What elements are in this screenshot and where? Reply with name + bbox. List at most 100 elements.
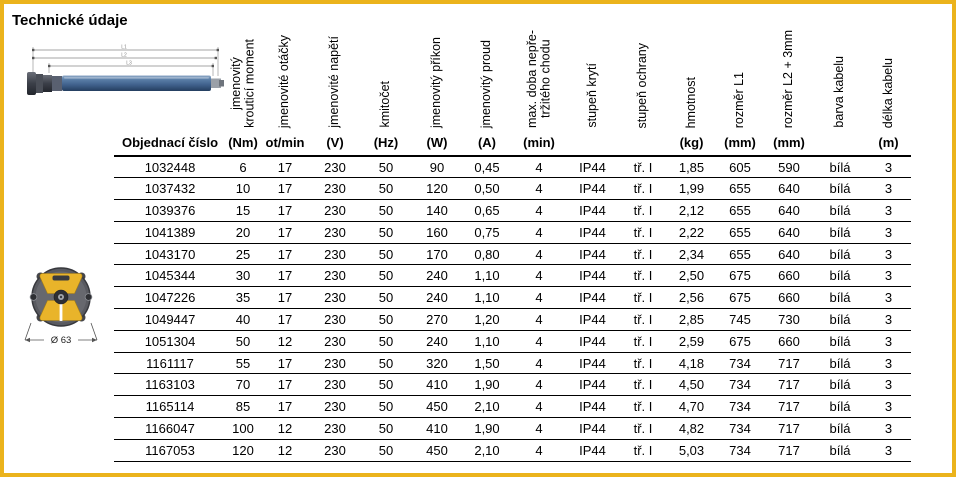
- value-cell: 35: [226, 286, 260, 310]
- value-cell: 640: [764, 199, 814, 222]
- value-cell: 25: [226, 243, 260, 266]
- column-header-label: barva kabelu: [832, 56, 847, 128]
- value-cell: IP44: [566, 330, 619, 353]
- order-number-cell: 1045344: [114, 264, 226, 288]
- value-cell: 4: [512, 264, 566, 288]
- value-cell: bílá: [814, 221, 866, 244]
- column-header: stupeň krytí: [566, 10, 619, 130]
- value-cell: 4: [512, 243, 566, 266]
- value-cell: 230: [310, 352, 360, 375]
- column-unit: [814, 130, 866, 157]
- value-cell: 4: [512, 286, 566, 310]
- value-cell: 4: [512, 308, 566, 331]
- value-cell: 2,10: [462, 395, 512, 419]
- table-row: 1167053 120 12 230 50 450 2,10 4 IP44 tř. I 5,03 73…: [114, 439, 911, 462]
- column-header-label: jmenovitý krouticí moment: [228, 39, 257, 128]
- value-cell: tř. I: [619, 373, 667, 397]
- value-cell: 717: [764, 352, 814, 375]
- value-cell: 450: [412, 439, 462, 462]
- column-header: jmenovitý proud: [462, 10, 512, 130]
- value-cell: bílá: [814, 243, 866, 266]
- value-cell: IP44: [566, 373, 619, 397]
- table-row: 1051304 50 12 230 50 240 1,10 4 IP44 tř. I 2,59 675…: [114, 330, 911, 353]
- value-cell: 3: [866, 264, 911, 288]
- value-cell: tř. I: [619, 243, 667, 266]
- table-row: 1039376 15 17 230 50 140 0,65 4 IP44 tř. I 2,12 655…: [114, 199, 911, 222]
- value-cell: 50: [360, 156, 412, 179]
- value-cell: 50: [360, 199, 412, 222]
- table-row: 1041389 20 17 230 50 160 0,75 4 IP44 tř. I 2,22 655…: [114, 221, 911, 244]
- value-cell: 3: [866, 330, 911, 353]
- value-cell: 4,18: [667, 352, 716, 375]
- value-cell: 85: [226, 395, 260, 419]
- value-cell: 1,85: [667, 156, 716, 179]
- value-cell: 4: [512, 199, 566, 222]
- order-number-cell: 1041389: [114, 221, 226, 244]
- order-number-cell: 1051304: [114, 330, 226, 353]
- value-cell: 3: [866, 199, 911, 222]
- value-cell: 655: [716, 243, 764, 266]
- value-cell: 230: [310, 308, 360, 331]
- column-header-label: rozměr L1: [732, 71, 747, 128]
- value-cell: IP44: [566, 243, 619, 266]
- value-cell: 120: [412, 177, 462, 201]
- value-cell: 120: [226, 439, 260, 462]
- value-cell: tř. I: [619, 156, 667, 179]
- value-cell: 675: [716, 264, 764, 288]
- value-cell: tř. I: [619, 395, 667, 419]
- column-header-label: jmenovitý příkon: [429, 36, 444, 128]
- value-cell: 160: [412, 221, 462, 244]
- order-column-spacer: [114, 10, 226, 130]
- value-cell: 1,50: [462, 352, 512, 375]
- value-cell: 410: [412, 417, 462, 440]
- value-cell: 50: [360, 221, 412, 244]
- value-cell: 3: [866, 395, 911, 419]
- value-cell: 640: [764, 243, 814, 266]
- value-cell: 1,10: [462, 264, 512, 288]
- order-column-header: Objednací číslo: [114, 130, 226, 157]
- table-row: 1166047 100 12 230 50 410 1,90 4 IP44 tř. I 4,82 73…: [114, 417, 911, 440]
- value-cell: bílá: [814, 395, 866, 419]
- value-cell: 90: [412, 156, 462, 179]
- value-cell: 270: [412, 308, 462, 331]
- value-cell: tř. I: [619, 221, 667, 244]
- value-cell: 230: [310, 330, 360, 353]
- value-cell: 230: [310, 439, 360, 462]
- value-cell: 17: [260, 373, 310, 397]
- value-cell: 50: [360, 417, 412, 440]
- value-cell: 17: [260, 199, 310, 222]
- value-cell: 605: [716, 156, 764, 179]
- value-cell: 2,56: [667, 286, 716, 310]
- value-cell: 70: [226, 373, 260, 397]
- value-cell: 12: [260, 417, 310, 440]
- value-cell: 660: [764, 264, 814, 288]
- value-cell: 745: [716, 308, 764, 331]
- table-body: 1032448 6 17 230 50 90 0,45 4 IP44 tř. I 1,85 605 59…: [114, 156, 911, 462]
- column-unit: (Hz): [360, 130, 412, 157]
- value-cell: 2,50: [667, 264, 716, 288]
- value-cell: 4: [512, 156, 566, 179]
- value-cell: 1,90: [462, 373, 512, 397]
- column-header: jmenovité napětí: [310, 10, 360, 130]
- value-cell: 1,10: [462, 330, 512, 353]
- value-cell: tř. I: [619, 417, 667, 440]
- motor-illustration: L1 L2 L3: [27, 45, 224, 95]
- motor-head-diagram: Ø 63: [24, 267, 98, 346]
- column-header: rozměr L1: [716, 10, 764, 130]
- value-cell: 410: [412, 373, 462, 397]
- value-cell: tř. I: [619, 177, 667, 201]
- value-cell: 3: [866, 156, 911, 179]
- motor-shaft: [211, 78, 221, 88]
- value-cell: IP44: [566, 286, 619, 310]
- column-header: jmenovité otáčky: [260, 10, 310, 130]
- column-unit: (kg): [667, 130, 716, 157]
- order-number-cell: 1049447: [114, 308, 226, 331]
- value-cell: 15: [226, 199, 260, 222]
- value-cell: 3: [866, 177, 911, 201]
- head-yellow-top: [39, 273, 83, 294]
- value-cell: tř. I: [619, 199, 667, 222]
- value-cell: IP44: [566, 308, 619, 331]
- order-number-cell: 1032448: [114, 156, 226, 179]
- value-cell: 3: [866, 417, 911, 440]
- head-label-plate: [52, 275, 70, 281]
